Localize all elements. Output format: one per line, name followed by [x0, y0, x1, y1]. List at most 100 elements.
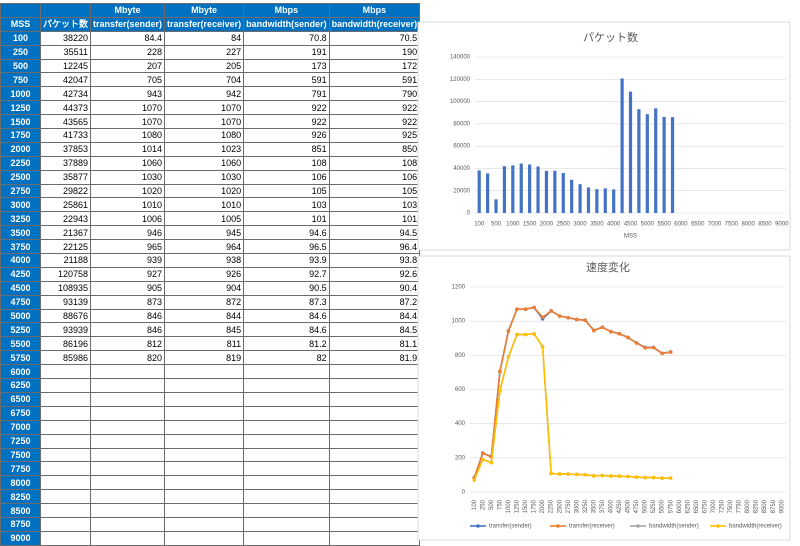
point [609, 474, 613, 478]
cell: 1250 [0, 100, 41, 116]
point [489, 460, 494, 465]
bar [477, 170, 481, 213]
point [609, 329, 613, 334]
bar [511, 165, 515, 213]
bar [586, 187, 591, 213]
point [557, 472, 562, 476]
x-tick-label: 8000 [741, 222, 755, 228]
row: 5000 88676 846 844 84.6 84.4 [0, 308, 421, 324]
y-tick-label: 60000 [453, 144, 470, 150]
x-tick-label: 6000 [674, 222, 688, 228]
x-tick-label: 4250 [617, 499, 623, 513]
cell: 4750 [0, 294, 41, 310]
cell: 6250 [0, 378, 41, 393]
row: Mbyte Mbyte Mbps Mbps [0, 3, 421, 18]
y-tick-label: 0 [467, 211, 471, 217]
x-tick-label: 2250 [549, 499, 555, 513]
row: 5250 93939 846 845 84.6 84.5 [0, 322, 421, 338]
point [549, 471, 553, 476]
point [515, 307, 519, 312]
x-tick-label: 6500 [691, 222, 705, 228]
cell: 500 [0, 58, 41, 74]
y-tick-label: 600 [455, 387, 466, 393]
cell: 8000 [0, 475, 41, 491]
x-tick-label: 2000 [540, 499, 546, 513]
bar [654, 108, 658, 213]
row: 3000 25861 1010 1010 103 103 [0, 197, 421, 213]
x-tick-label: 5750 [668, 499, 674, 513]
y-tick-label: 140000 [450, 55, 471, 61]
x-tick-label: 6250 [685, 499, 691, 513]
y-tick-label: 400 [455, 421, 466, 427]
point [600, 473, 605, 478]
cell: 5000 [0, 308, 41, 324]
chart-frame [417, 21, 791, 251]
x-tick-label: 8250 [754, 499, 760, 513]
cell: transfer(sender) [90, 16, 166, 32]
bar [637, 109, 641, 213]
x-tick-label: 3250 [583, 499, 589, 513]
point [660, 476, 664, 480]
x-tick-label: 6750 [702, 499, 708, 513]
cell: 8500 [0, 503, 41, 518]
x-tick-label: 5000 [641, 222, 655, 228]
legend-marker [636, 524, 640, 528]
point [626, 474, 630, 479]
point [566, 315, 571, 320]
row: 8750 [0, 516, 421, 532]
y-tick-label: 80000 [453, 121, 470, 127]
x-tick-label: 4750 [634, 499, 640, 513]
row: 7250 [0, 433, 421, 449]
point [498, 369, 502, 374]
bar [502, 166, 507, 213]
legend-marker [556, 524, 560, 528]
x-tick-label: 3000 [573, 222, 587, 228]
x-tick-label: 5000 [643, 499, 649, 513]
cell: 1500 [0, 114, 41, 130]
bar [528, 164, 532, 213]
point [481, 451, 485, 456]
y-tick-label: 0 [462, 490, 466, 496]
bar [553, 170, 557, 213]
legend-label: transfer(receiver) [569, 524, 615, 530]
bar [603, 188, 607, 213]
row: 4750 93139 873 872 87.3 87.2 [0, 294, 421, 310]
point [643, 475, 647, 480]
chart-title: パケット数 [583, 31, 638, 44]
bar [578, 184, 582, 213]
point [472, 478, 477, 482]
bar [612, 189, 616, 213]
bar [570, 179, 574, 213]
x-tick-label: 7500 [725, 222, 739, 228]
row: 2000 37853 1014 1023 851 850 [0, 141, 421, 157]
x-tick-label: 3500 [591, 499, 597, 513]
x-tick-label: 4500 [624, 222, 638, 228]
row: 3250 22943 1006 1005 101 101 [0, 211, 421, 227]
legend-label: transfer(sender) [489, 524, 532, 530]
point [574, 317, 579, 322]
x-tick-label: 9000 [775, 222, 789, 228]
x-tick-label: 5500 [660, 499, 666, 513]
cell: 5250 [0, 322, 41, 338]
point [549, 309, 553, 313]
chart-frame [417, 255, 791, 541]
x-tick-label: 4000 [608, 499, 614, 513]
cell: 5750 [0, 350, 41, 366]
point [634, 341, 639, 345]
bar [494, 199, 498, 213]
cell: 2750 [0, 183, 41, 199]
point [668, 476, 673, 480]
point [506, 329, 511, 333]
y-tick-label: 20000 [453, 188, 470, 194]
bar [620, 78, 624, 213]
point [617, 332, 622, 336]
y-tick-label: 1200 [452, 285, 466, 291]
point [600, 325, 605, 330]
cell: 9000 [0, 530, 41, 546]
point [523, 307, 528, 312]
bar [561, 173, 565, 213]
x-tick-label: 2500 [557, 222, 571, 228]
bar [595, 189, 599, 213]
legend-label: bandwidth(receiver) [729, 524, 782, 530]
point [634, 475, 639, 479]
